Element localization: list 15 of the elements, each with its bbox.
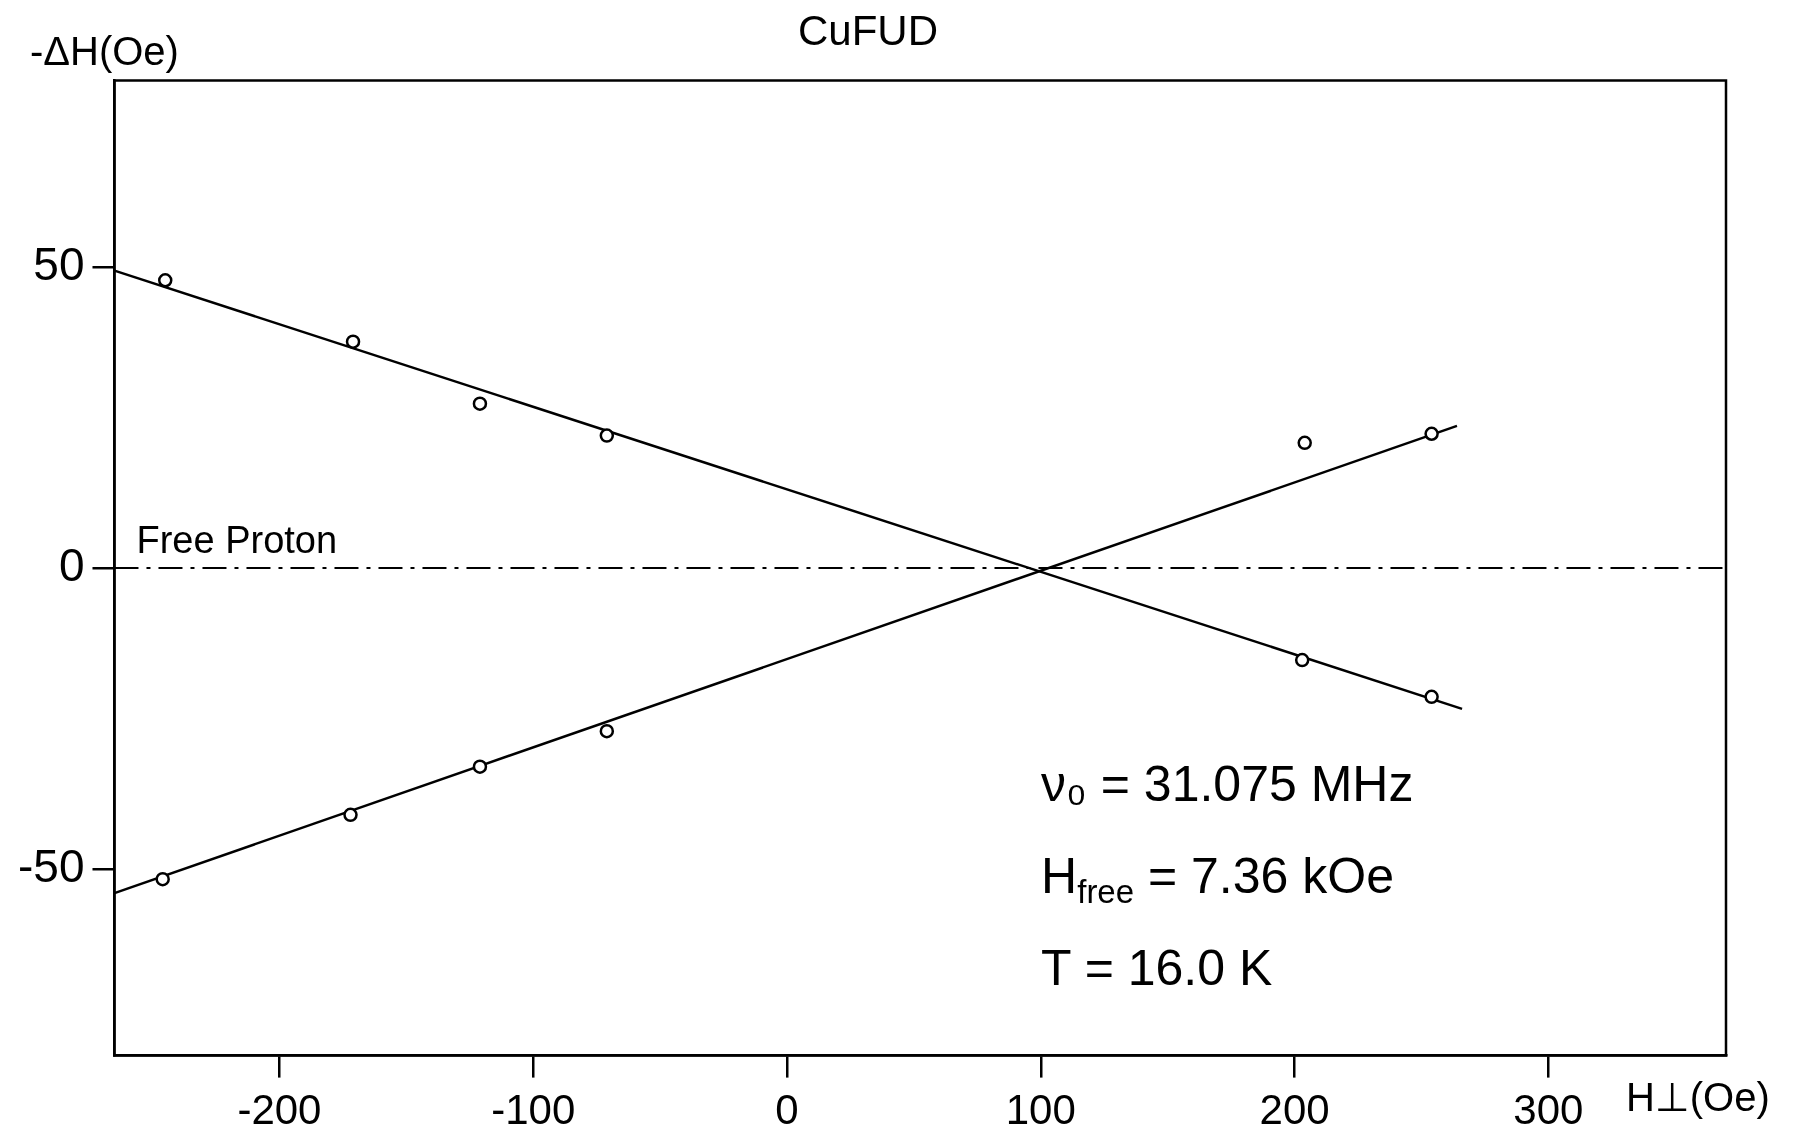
ref-line-label: Free Proton — [136, 519, 338, 562]
x-axis-title: H⊥(Oe) — [1626, 1074, 1770, 1119]
x-tick-label: 200 — [1259, 1086, 1330, 1134]
annotation: T = 16.0 K — [1041, 939, 1273, 996]
x-tick-label: -100 — [491, 1086, 576, 1134]
y-axis-title: -ΔH(Oe) — [30, 29, 179, 74]
x-tick-label: -200 — [237, 1086, 322, 1134]
y-tick-label: -50 — [18, 839, 85, 892]
x-tick-label: 0 — [775, 1086, 799, 1134]
chart-title: CuFUD — [797, 6, 939, 54]
annotation: ν₀ = 31.075 MHz — [1041, 755, 1414, 812]
y-tick-label: 50 — [33, 237, 85, 290]
x-tick-label: 300 — [1513, 1086, 1584, 1134]
y-tick-label: 0 — [58, 538, 85, 591]
x-tick-label: 100 — [1005, 1086, 1076, 1134]
